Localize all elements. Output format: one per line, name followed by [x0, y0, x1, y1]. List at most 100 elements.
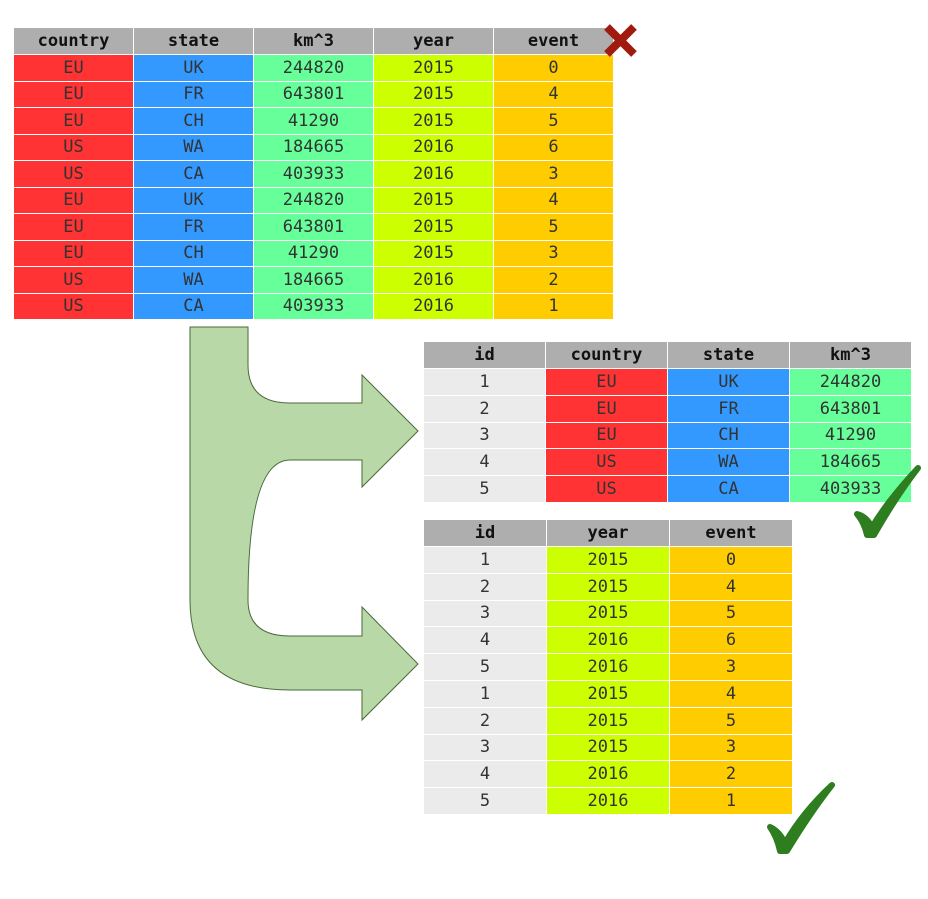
cell-year: 2016 — [374, 161, 493, 187]
cell-event: 4 — [670, 573, 792, 600]
cell-event: 6 — [670, 627, 792, 654]
cell-km3: 41290 — [254, 108, 373, 134]
cell-country: US — [546, 476, 667, 502]
cell-year: 2016 — [374, 134, 493, 160]
cell-id: 2 — [424, 707, 546, 734]
cell-id: 1 — [424, 547, 546, 573]
header-event: event — [670, 520, 792, 546]
cell-country: EU — [14, 55, 133, 81]
cell-state: UK — [134, 187, 253, 213]
table-row: EU UK 244820 2015 0 — [14, 55, 613, 81]
cross-icon — [604, 24, 637, 57]
table-row: 1 2015 0 — [424, 547, 792, 573]
check-icon — [854, 465, 921, 538]
table-row: 2 EU FR 643801 — [424, 395, 911, 422]
table-row: 4 2016 2 — [424, 761, 792, 788]
cell-km3: 184665 — [254, 134, 373, 160]
cell-id: 3 — [424, 734, 546, 761]
cell-country: EU — [14, 214, 133, 240]
cell-event: 4 — [494, 81, 613, 107]
table-row: 1 2015 4 — [424, 680, 792, 707]
table-row: 3 2015 3 — [424, 734, 792, 761]
cell-year: 2015 — [374, 187, 493, 213]
cell-state: UK — [134, 55, 253, 81]
cell-event: 4 — [494, 187, 613, 213]
cell-km3: 643801 — [254, 214, 373, 240]
cell-km3: 184665 — [254, 267, 373, 293]
cell-state: CH — [134, 108, 253, 134]
header-id: id — [424, 342, 545, 368]
cell-event: 6 — [494, 134, 613, 160]
cell-country: US — [14, 134, 133, 160]
table-row: EU FR 643801 2015 5 — [14, 214, 613, 240]
dimension-table: id country state km^3 1 EU UK 244820 2 EU FR 64380… — [423, 341, 912, 503]
cell-km3: 403933 — [254, 161, 373, 187]
table-row: US CA 403933 2016 1 — [14, 293, 613, 319]
fact-table: id year event 1 2015 0 2 2015 4 3 2015 5 4 2016 6 5 201… — [423, 519, 793, 815]
cell-km3: 184665 — [790, 449, 911, 476]
cell-year: 2015 — [374, 240, 493, 266]
cell-country: EU — [14, 187, 133, 213]
cell-country: US — [14, 293, 133, 319]
cell-event: 5 — [494, 214, 613, 240]
header-event: event — [494, 28, 613, 54]
table-row: 5 2016 3 — [424, 654, 792, 680]
header-country: country — [546, 342, 667, 368]
cell-country: EU — [546, 369, 667, 395]
header-country: country — [14, 28, 133, 54]
table-row: 5 2016 1 — [424, 788, 792, 814]
cell-id: 2 — [424, 573, 546, 600]
cell-year: 2015 — [547, 707, 669, 734]
cell-state: CA — [134, 293, 253, 319]
cell-year: 2016 — [374, 293, 493, 319]
table-row: EU FR 643801 2015 4 — [14, 81, 613, 107]
cell-state: FR — [134, 214, 253, 240]
cell-id: 4 — [424, 449, 545, 476]
cell-country: US — [546, 449, 667, 476]
cell-year: 2015 — [547, 680, 669, 707]
cell-event: 5 — [494, 108, 613, 134]
cell-state: FR — [668, 395, 789, 422]
table-row: 2 2015 4 — [424, 573, 792, 600]
header-km3: km^3 — [254, 28, 373, 54]
cell-year: 2015 — [374, 81, 493, 107]
cell-id: 5 — [424, 788, 546, 814]
header-id: id — [424, 520, 546, 546]
cell-event: 0 — [670, 547, 792, 573]
cell-year: 2016 — [547, 761, 669, 788]
cell-year: 2015 — [374, 108, 493, 134]
cell-country: EU — [14, 240, 133, 266]
cell-year: 2016 — [547, 788, 669, 814]
table-row: EU UK 244820 2015 4 — [14, 187, 613, 213]
cell-id: 5 — [424, 654, 546, 680]
cell-event: 4 — [670, 680, 792, 707]
cell-km3: 41290 — [790, 422, 911, 449]
cell-country: EU — [546, 395, 667, 422]
cell-state: WA — [668, 449, 789, 476]
cell-km3: 403933 — [254, 293, 373, 319]
cell-event: 5 — [670, 707, 792, 734]
table-row: US WA 184665 2016 2 — [14, 267, 613, 293]
cell-km3: 41290 — [254, 240, 373, 266]
cell-event: 3 — [670, 654, 792, 680]
table-row: 5 US CA 403933 — [424, 476, 911, 502]
cell-id: 5 — [424, 476, 545, 502]
table-row: 3 2015 5 — [424, 600, 792, 627]
cell-event: 2 — [494, 267, 613, 293]
cell-event: 0 — [494, 55, 613, 81]
cell-event: 1 — [670, 788, 792, 814]
cell-year: 2016 — [547, 654, 669, 680]
cell-event: 3 — [494, 161, 613, 187]
table-row: 4 US WA 184665 — [424, 449, 911, 476]
cell-event: 3 — [670, 734, 792, 761]
cell-id: 3 — [424, 422, 545, 449]
cell-state: WA — [134, 134, 253, 160]
cell-year: 2015 — [547, 547, 669, 573]
wide-table: country state km^3 year event EU UK 244820 2015… — [13, 27, 614, 320]
table-row: EU CH 41290 2015 5 — [14, 108, 613, 134]
cell-year: 2015 — [547, 600, 669, 627]
table-row: EU CH 41290 2015 3 — [14, 240, 613, 266]
cell-country: EU — [546, 422, 667, 449]
